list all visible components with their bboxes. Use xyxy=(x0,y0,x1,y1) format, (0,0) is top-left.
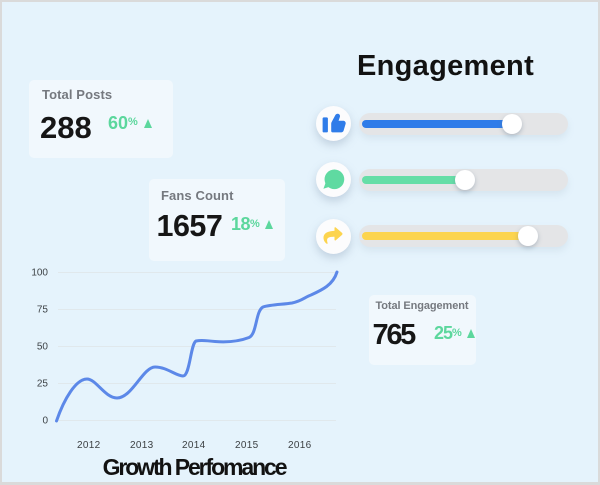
svg-text:100: 100 xyxy=(31,268,48,279)
svg-text:75: 75 xyxy=(37,305,49,316)
svg-text:25: 25 xyxy=(37,379,49,390)
svg-text:0: 0 xyxy=(42,416,48,427)
svg-text:50: 50 xyxy=(37,342,49,353)
